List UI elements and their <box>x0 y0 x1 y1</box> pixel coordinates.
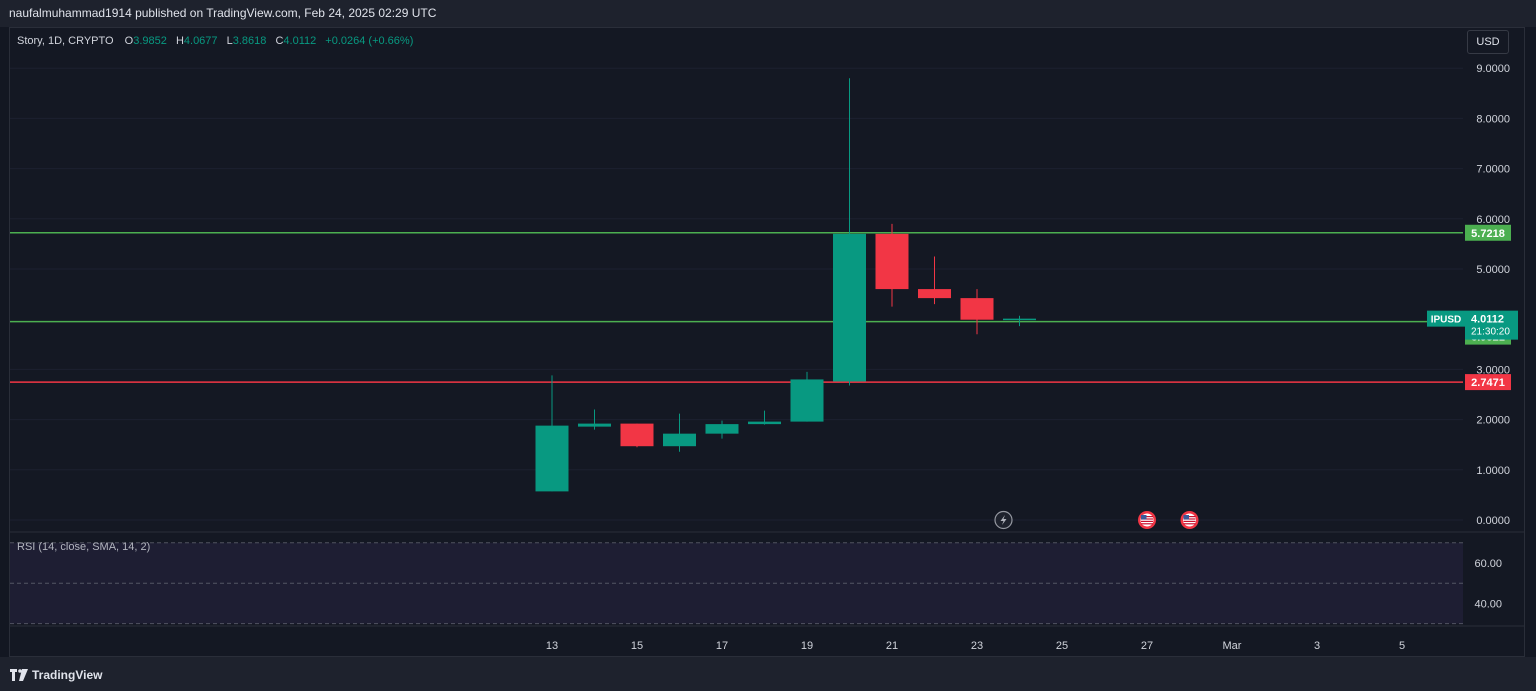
time-tick-label: 21 <box>886 640 898 652</box>
event-markers <box>994 510 1199 530</box>
legend-o-value: 3.9852 <box>133 35 167 47</box>
legend-change: +0.0264 (+0.66%) <box>325 35 413 47</box>
price-tick-label: 3.0000 <box>1476 364 1510 376</box>
candle-16[interactable] <box>663 413 696 452</box>
currency-button[interactable]: USD <box>1467 30 1509 54</box>
price-tick-label: 2.0000 <box>1476 415 1510 427</box>
candle-20[interactable] <box>833 78 866 386</box>
legend-c-value: 4.0112 <box>283 35 316 47</box>
time-tick-label: Mar <box>1223 640 1242 652</box>
rsi-tick-label: 60.00 <box>1474 558 1502 570</box>
chart-canvas[interactable]: 9.0000 8.0000 7.0000 6.0000 5.0000 3.0000 2.00… <box>10 28 1524 656</box>
svg-text:2.7471: 2.7471 <box>1471 377 1505 389</box>
time-tick-label: 3 <box>1314 640 1320 652</box>
candle-13[interactable] <box>535 375 569 492</box>
candle-17[interactable] <box>705 420 739 439</box>
rsi-tick-label: 40.00 <box>1474 598 1502 610</box>
price-tag-value: 4.0112 <box>1471 314 1504 326</box>
us-flag-icon[interactable] <box>1180 511 1199 529</box>
time-tick-label: 27 <box>1141 640 1153 652</box>
time-tick-label: 5 <box>1399 640 1405 652</box>
time-tick-label: 15 <box>631 640 643 652</box>
price-tick-label: 0.0000 <box>1476 515 1510 527</box>
candle-22[interactable] <box>918 256 951 305</box>
chart-frame[interactable]: 9.0000 8.0000 7.0000 6.0000 5.0000 3.0000 2.00… <box>9 27 1525 657</box>
publish-header: naufalmuhammad1914 published on TradingV… <box>0 0 1536 27</box>
time-tick-label: 13 <box>546 640 558 652</box>
tradingview-wordmark: TradingView <box>32 668 103 682</box>
time-tick-label: 19 <box>801 640 813 652</box>
time-tick-label: 23 <box>971 640 983 652</box>
price-tick-label: 6.0000 <box>1476 214 1510 226</box>
candle-19[interactable] <box>790 371 824 422</box>
price-tick-label: 5.0000 <box>1476 264 1510 276</box>
price-tick-label: 9.0000 <box>1476 63 1510 75</box>
price-tick-label: 7.0000 <box>1476 164 1510 176</box>
price-tag-symbol: IPUSD <box>1431 315 1462 326</box>
horizontal-levels <box>10 232 1463 383</box>
candle-14[interactable] <box>578 409 611 430</box>
lightning-icon[interactable] <box>994 510 1013 530</box>
candle-23[interactable] <box>960 289 994 335</box>
footer: TradingView <box>0 657 1536 691</box>
price-tick-label: 1.0000 <box>1476 465 1510 477</box>
legend-h-label: H <box>176 35 184 47</box>
level-tag-0: 5.7218 <box>1465 224 1511 241</box>
published-text: naufalmuhammad1914 published on TradingV… <box>9 6 437 20</box>
legend-l-value: 3.8618 <box>233 35 267 47</box>
legend-h-value: 4.0677 <box>184 35 218 47</box>
ohlc-legend: Story, 1D, CRYPTO O3.9852 H4.0677 L3.861… <box>17 35 413 47</box>
legend-symbol: Story, 1D, CRYPTO <box>17 35 114 47</box>
tradingview-logo[interactable]: TradingView <box>10 667 102 683</box>
rsi-band <box>10 542 1463 624</box>
price-tick-label: 8.0000 <box>1476 113 1510 125</box>
rsi-pane: 60.00 40.00 <box>10 531 1524 627</box>
time-tick-label: 25 <box>1056 640 1068 652</box>
us-flag-icon[interactable] <box>1138 511 1156 529</box>
level-tag-2: 2.7471 <box>1465 374 1511 391</box>
price-axis[interactable]: 9.0000 8.0000 7.0000 6.0000 5.0000 3.0000 2.00… <box>1427 63 1518 527</box>
time-tick-label: 17 <box>716 640 728 652</box>
legend-c-label: C <box>275 35 283 47</box>
legend-l-label: L <box>227 35 233 47</box>
tradingview-mark-icon <box>10 669 28 681</box>
candle-24[interactable] <box>1003 315 1036 327</box>
grid <box>10 67 1463 521</box>
rsi-title: RSI (14, close, SMA, 14, 2) <box>17 541 150 553</box>
candle-15[interactable] <box>620 423 654 448</box>
svg-text:5.7218: 5.7218 <box>1471 228 1505 240</box>
candlesticks <box>535 78 1036 492</box>
price-tag-countdown: 21:30:20 <box>1471 327 1510 338</box>
candle-21[interactable] <box>875 223 909 307</box>
legend-o-label: O <box>125 35 134 47</box>
candle-18[interactable] <box>748 410 781 425</box>
time-axis[interactable]: 13 15 17 19 21 23 25 27 Mar 3 5 <box>546 640 1405 652</box>
